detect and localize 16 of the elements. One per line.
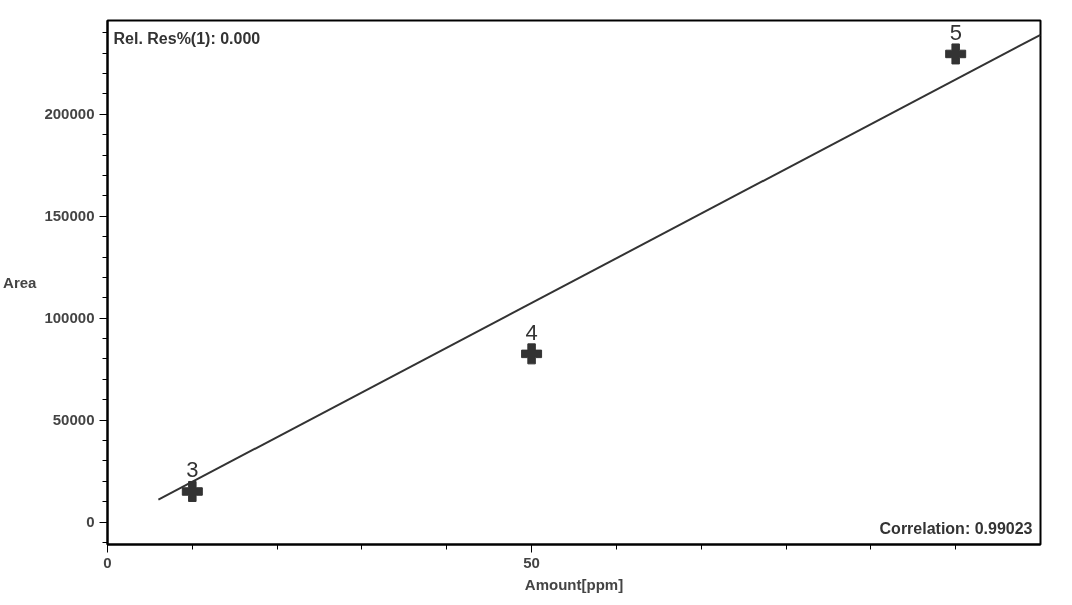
- annotation: 5: [949, 19, 962, 45]
- y-tick-label: 100000: [44, 309, 95, 327]
- y-tick-label: 50000: [52, 411, 95, 429]
- x-tick-label: 50: [523, 553, 540, 571]
- y-tick-label: 150000: [44, 207, 95, 225]
- x-axis-title: Amount[ppm]: [524, 575, 624, 593]
- annotation: Rel. Res%(1): 0.000: [113, 29, 261, 47]
- point: [181, 480, 203, 502]
- point: [521, 343, 543, 365]
- annotation: 3: [186, 457, 199, 483]
- point: [945, 43, 967, 65]
- annotation: 4: [525, 319, 538, 345]
- annotation: Correlation: 0.99023: [879, 519, 1033, 537]
- y-tick-label: 0: [86, 513, 95, 531]
- y-axis-title: Area: [3, 274, 38, 291]
- y-tick-label: 200000: [44, 105, 95, 123]
